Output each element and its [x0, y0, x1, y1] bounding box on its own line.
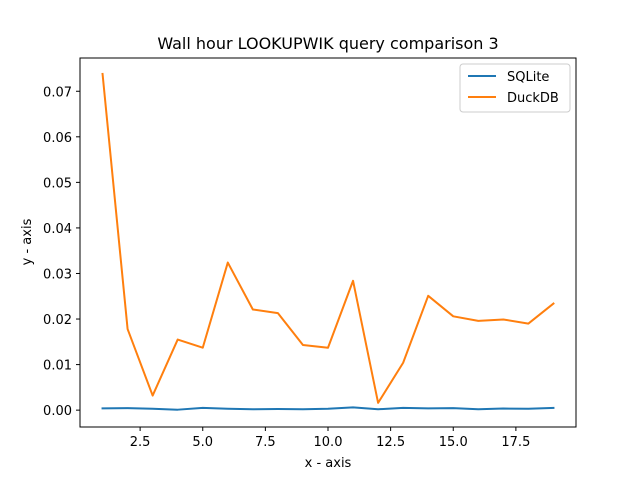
- series-line-sqlite: [101, 406, 555, 411]
- plot-area: [101, 72, 555, 411]
- y-tick-label: 0.00: [43, 404, 72, 419]
- y-tick-label: 0.07: [43, 85, 72, 100]
- y-tick-label: 0.06: [43, 131, 72, 146]
- y-tick-label: 0.04: [43, 222, 72, 237]
- x-tick-label: 2.5: [130, 435, 151, 450]
- x-tick-label: 7.5: [255, 435, 276, 450]
- x-tick-label: 12.5: [376, 435, 405, 450]
- x-tick-label: 17.5: [501, 435, 530, 450]
- y-axis-label: y - axis: [20, 218, 35, 265]
- legend-label-duckdb: DuckDB: [507, 91, 559, 106]
- y-tick-label: 0.01: [43, 359, 72, 374]
- x-axis: 2.5 5.0 7.5 10.0 12.5 15.0 17.5: [130, 427, 530, 450]
- y-axis: 0.00 0.01 0.02 0.03 0.04 0.05 0.06 0.07: [43, 85, 80, 419]
- legend: SQLite DuckDB: [459, 63, 571, 113]
- legend-label-sqlite: SQLite: [507, 70, 549, 85]
- chart-title: Wall hour LOOKUPWIK query comparison 3: [157, 34, 498, 53]
- y-tick-label: 0.02: [43, 313, 72, 328]
- x-axis-label: x - axis: [305, 456, 352, 471]
- y-tick-label: 0.05: [43, 176, 72, 191]
- x-tick-label: 5.0: [192, 435, 213, 450]
- series-line-duckdb: [101, 72, 555, 404]
- x-tick-label: 10.0: [314, 435, 343, 450]
- x-tick-label: 15.0: [439, 435, 468, 450]
- y-tick-label: 0.03: [43, 267, 72, 282]
